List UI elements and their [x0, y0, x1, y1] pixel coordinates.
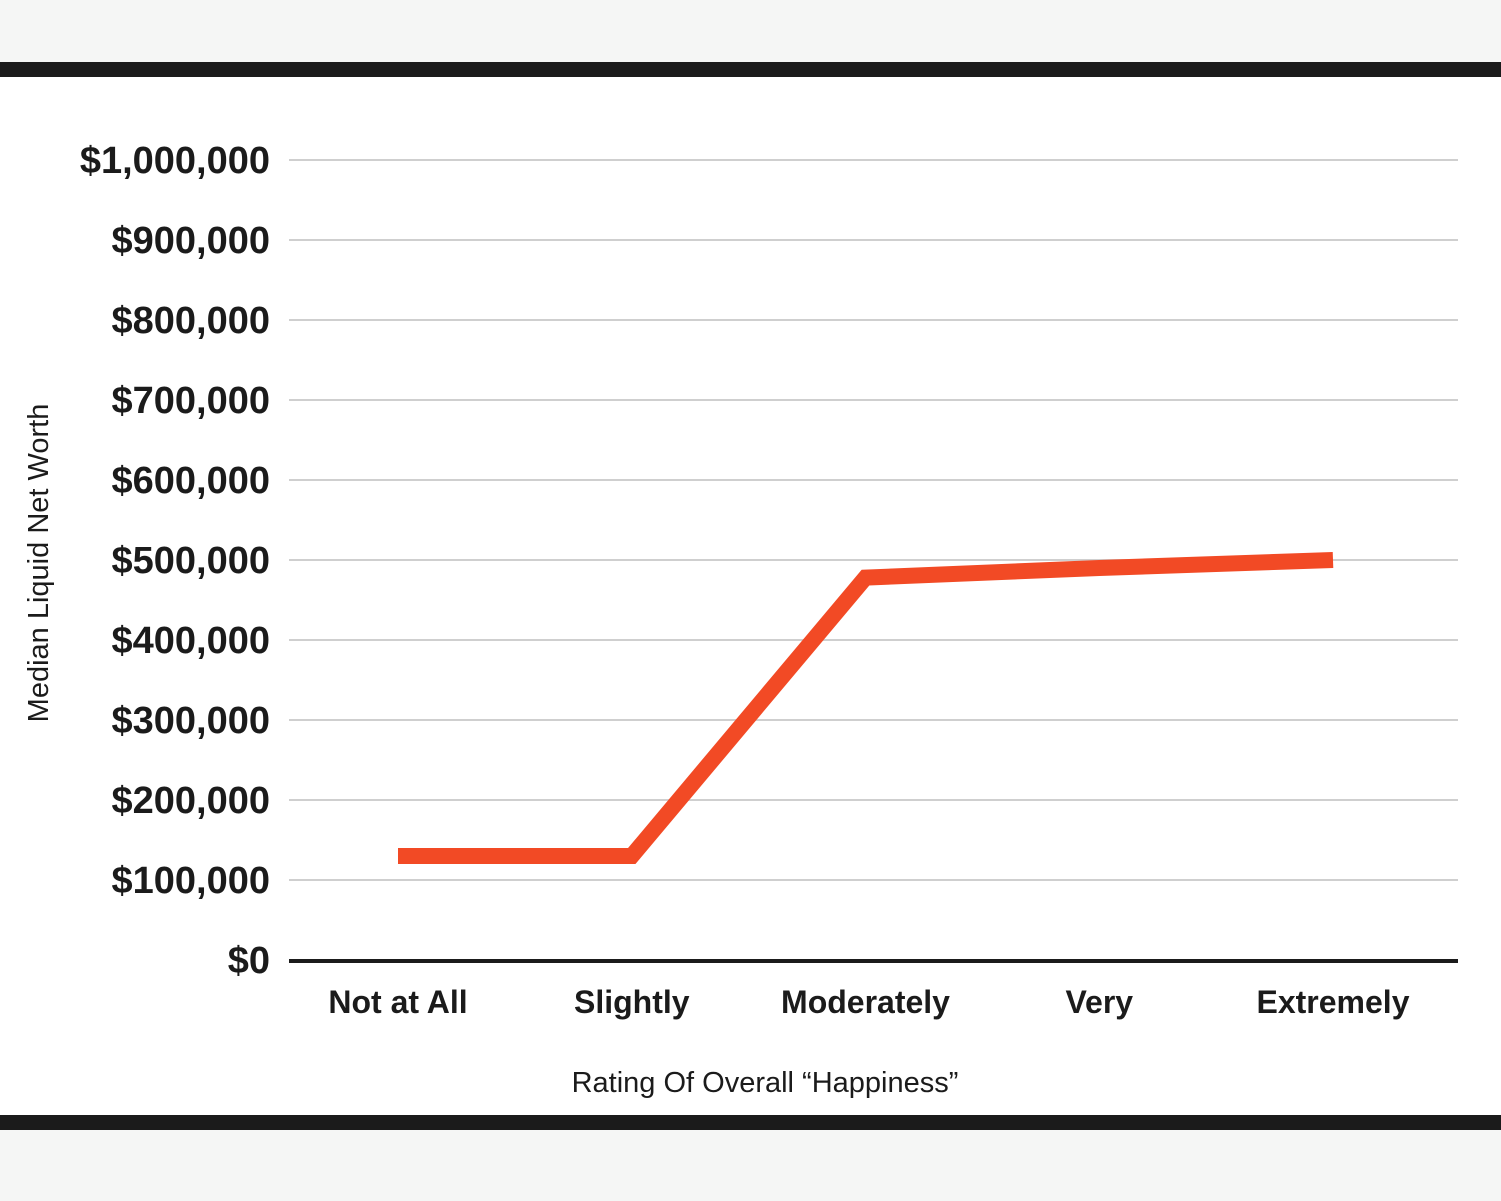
y-tick-label: $500,000 — [112, 540, 271, 582]
x-tick-label: Not at All — [328, 984, 467, 1020]
x-tick-label: Extremely — [1257, 984, 1410, 1020]
y-tick-label: $0 — [228, 940, 270, 982]
series-layer — [397, 552, 1334, 864]
x-tick-label: Slightly — [574, 984, 690, 1020]
x-tick-labels: Not at All Slightly Moderately Very Extremel… — [328, 984, 1409, 1020]
y-tick-label: $200,000 — [112, 780, 271, 822]
y-tick-label: $1,000,000 — [80, 140, 270, 182]
x-tick-label: Moderately — [781, 984, 950, 1020]
series-line — [398, 552, 1334, 864]
y-tick-label: $900,000 — [112, 220, 271, 262]
y-tick-label: $300,000 — [112, 700, 271, 742]
y-tick-label: $800,000 — [112, 300, 271, 342]
y-tick-labels: $0 $100,000 $200,000 $300,000 $400,000 $500,0… — [80, 140, 270, 982]
y-tick-label: $700,000 — [112, 380, 271, 422]
y-axis-title: Median Liquid Net Worth — [23, 404, 55, 723]
x-axis-title: Rating Of Overall “Happiness” — [572, 1067, 959, 1099]
y-tick-label: $600,000 — [112, 460, 271, 502]
y-tick-label: $100,000 — [112, 860, 271, 902]
x-tick-label: Very — [1065, 984, 1133, 1020]
grid-lines — [289, 159, 1458, 881]
y-tick-label: $400,000 — [112, 620, 271, 662]
